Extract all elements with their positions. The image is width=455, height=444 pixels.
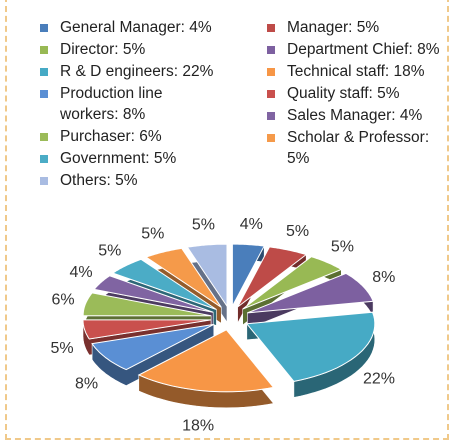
legend-item: Government: 5% [40, 148, 220, 169]
slice [237, 246, 308, 308]
data-label: 22% [363, 371, 395, 388]
data-label: 8% [75, 376, 98, 393]
legend-label: Purchaser: 6% [60, 128, 162, 145]
legend-swatch [40, 90, 48, 98]
legend-column: General Manager: 4% Director: 5% R & D eng… [40, 17, 220, 192]
data-label: 8% [372, 269, 395, 286]
data-label: 5% [141, 225, 164, 242]
slice [245, 311, 376, 382]
slice [82, 292, 212, 317]
slice [247, 272, 374, 314]
slice [137, 329, 275, 393]
data-label: 5% [286, 223, 309, 240]
data-label: 4% [69, 264, 92, 281]
legend-label: Government: 5% [60, 150, 177, 167]
legend-label: Quality staff: 5% [287, 85, 400, 102]
slice [144, 247, 222, 308]
legend-swatch [40, 155, 48, 163]
data-label: 5% [98, 243, 121, 260]
legend-swatch [267, 134, 275, 142]
legend-label: R & D engineers: 22% [60, 63, 214, 80]
pie-chart: 4% 5% 5% 8% 22% 18% 8% 5% 6% 4% 5% 5% 5% [51, 216, 396, 435]
slice [91, 323, 215, 371]
legend-swatch [267, 46, 275, 54]
legend-label: Department Chief: 8% [287, 41, 440, 58]
legend-item: Scholar & Professor: 5% [267, 127, 453, 169]
legend-item: Sales Manager: 4% [267, 105, 453, 126]
data-label: 4% [240, 216, 263, 233]
legend-item: Technical staff: 18% [267, 61, 453, 82]
legend-swatch [267, 68, 275, 76]
legend-label: Others: 5% [60, 172, 138, 189]
legend-swatch [40, 133, 48, 141]
legend-label: Production line workers: 8% [60, 85, 163, 123]
legend-swatch [267, 90, 275, 98]
legend-label: Director: 5% [60, 41, 146, 58]
legend-swatch [267, 112, 275, 120]
legend-label: General Manager: 4% [60, 19, 212, 36]
legend-column: Manager: 5% Department Chief: 8% Technical… [267, 17, 453, 170]
slice [93, 275, 214, 313]
legend-swatch [40, 46, 48, 54]
legend-item: Director: 5% [40, 39, 220, 60]
legend-item: Others: 5% [40, 170, 220, 191]
legend-item: General Manager: 4% [40, 17, 220, 38]
data-label: 6% [51, 292, 74, 309]
legend-item: Purchaser: 6% [40, 126, 220, 147]
legend-swatch [40, 177, 48, 185]
slice [82, 319, 212, 340]
frame [5, 0, 449, 440]
legend-swatch [40, 24, 48, 32]
slice [242, 256, 343, 310]
data-label: 18% [182, 418, 214, 435]
legend-label: Sales Manager: 4% [287, 107, 423, 124]
legend-item: Department Chief: 8% [267, 39, 453, 60]
legend-swatch [40, 68, 48, 76]
legend-item: Manager: 5% [267, 17, 453, 38]
data-label: 5% [192, 216, 215, 233]
legend-label: Scholar & Professor: 5% [287, 129, 430, 167]
legend-item: Production line workers: 8% [40, 83, 220, 125]
legend-label: Manager: 5% [287, 19, 380, 36]
slice [231, 243, 265, 307]
data-label: 5% [331, 239, 354, 256]
legend-item: Quality staff: 5% [267, 83, 453, 104]
slice [186, 243, 228, 308]
legend-swatch [267, 24, 275, 32]
data-label: 5% [51, 340, 74, 357]
slice [111, 258, 217, 310]
legend-item: R & D engineers: 22% [40, 61, 220, 82]
legend-label: Technical staff: 18% [287, 63, 425, 80]
